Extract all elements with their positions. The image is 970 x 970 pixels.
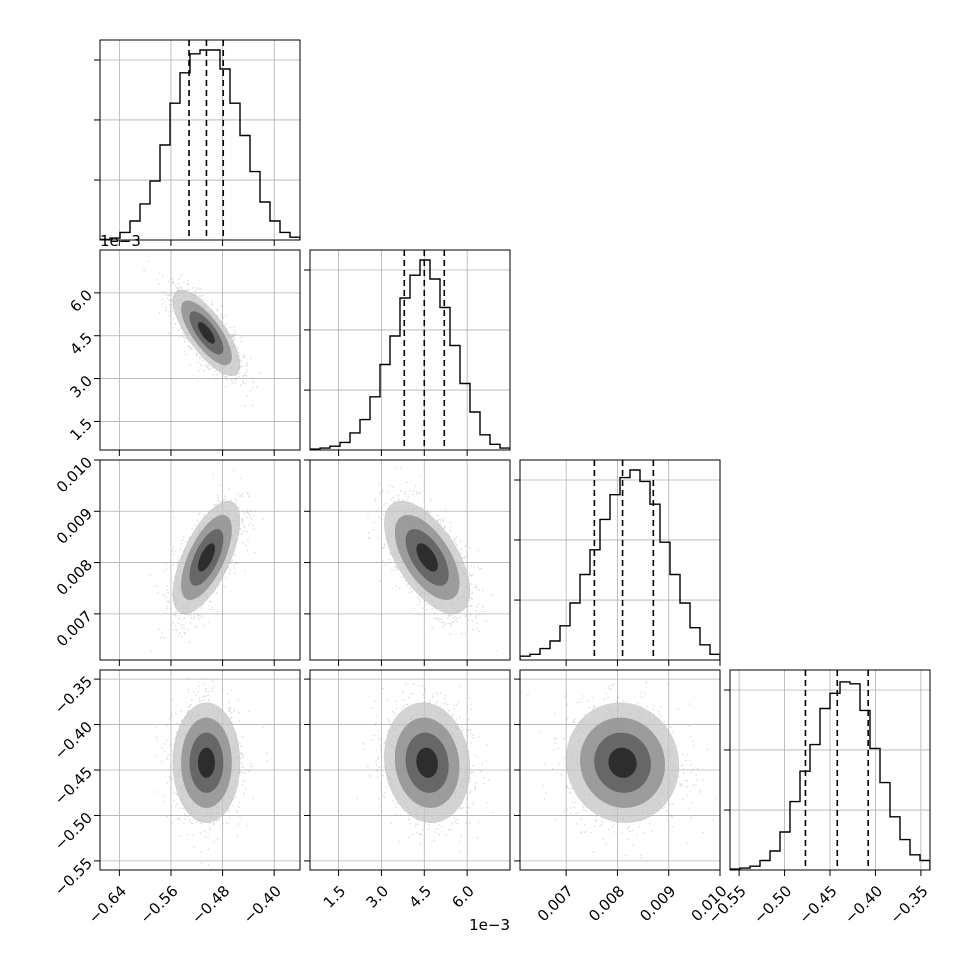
contour-line (162, 483, 251, 633)
x-tick-label: 0.007 (534, 882, 577, 925)
y-tick-label: 4.5 (66, 329, 96, 359)
y-tick-label: 0.007 (53, 607, 96, 650)
density-fill (416, 747, 438, 778)
y-tick-label: 6.0 (66, 286, 96, 316)
panel-frame (729, 669, 931, 871)
contour-line (382, 699, 473, 826)
x-tick-label: 4.5 (405, 882, 435, 912)
density-fill (198, 747, 215, 778)
density-fill (416, 543, 438, 572)
x-tick-label: −0.56 (136, 882, 181, 927)
contour-line (198, 748, 215, 778)
histogram-3 (730, 681, 930, 870)
contour-line (174, 291, 239, 374)
contour-line (190, 733, 224, 793)
contour-line (543, 678, 703, 848)
contour-line (173, 703, 240, 823)
contour-line (195, 539, 217, 576)
contour-line (563, 699, 683, 826)
x-tick-label: −0.40 (841, 882, 886, 927)
contour-line (185, 305, 228, 360)
histogram-1 (310, 259, 510, 450)
x-tick-label: 0.009 (636, 882, 679, 925)
y-offset-label: 1e−3 (100, 232, 141, 250)
panel-3-2: 0.007 0.008 0.009 0.010 (514, 669, 731, 925)
density-fill (198, 543, 215, 572)
contour-line (398, 520, 455, 596)
x-tick-label: −0.40 (240, 882, 285, 927)
panel-frame (309, 249, 511, 451)
contour-line (370, 482, 485, 633)
contour-line (603, 742, 643, 784)
panel-3-3: −0.55 −0.50 −0.45 −0.40 −0.35 (705, 669, 932, 927)
y-tick-label: −0.55 (51, 854, 96, 899)
y-tick-label: 0.010 (53, 453, 96, 496)
x-tick-label: 0.008 (585, 882, 628, 925)
contour-line (412, 742, 442, 784)
x-tick-label: −0.45 (796, 882, 841, 927)
y-tick-label: −0.40 (51, 718, 96, 763)
panel-frame (99, 669, 301, 871)
panel-1-0: 1.5 3.0 4.5 6.0 1e−3 (66, 232, 301, 456)
panel-frame (99, 39, 301, 241)
panel-3-1: 1.5 3.0 4.5 6.0 1e−3 (304, 669, 511, 934)
x-tick-label: 1.5 (320, 882, 350, 912)
contour-line (163, 278, 249, 388)
panel-2-0: 0.007 0.008 0.009 0.010 (53, 453, 301, 666)
y-tick-label: 0.009 (53, 505, 96, 548)
contour-line (367, 678, 488, 847)
density-fill (198, 322, 215, 344)
x-tick-label: 3.0 (363, 882, 393, 912)
y-tick-label: −0.45 (51, 763, 96, 808)
contour-line (173, 501, 240, 613)
panel-frame (309, 669, 511, 871)
x-offset-label: 1e−3 (469, 916, 510, 934)
x-tick-label: −0.48 (188, 882, 233, 927)
panel-frame (309, 459, 511, 661)
y-tick-label: 0.008 (53, 556, 96, 599)
y-tick-label: 3.0 (66, 372, 96, 402)
contour-line (397, 720, 458, 805)
x-tick-label: −0.35 (886, 882, 931, 927)
panel-frame (99, 459, 301, 661)
histogram-0 (100, 49, 300, 240)
contour-line (184, 520, 229, 595)
density-fill (608, 747, 637, 778)
x-tick-label: 6.0 (448, 882, 478, 912)
contour-line (583, 720, 663, 805)
y-tick-label: −0.50 (51, 809, 96, 854)
x-tick-label: −0.50 (750, 882, 795, 927)
panel-2-1 (304, 459, 511, 666)
panel-2-2 (514, 459, 721, 666)
panel-1-1 (304, 249, 511, 456)
x-tick-label: −0.64 (85, 882, 130, 927)
histogram-2 (520, 469, 720, 660)
panel-frame (519, 669, 721, 871)
y-tick-label: 1.5 (66, 415, 96, 445)
contour-line (413, 539, 442, 577)
contour-line (196, 319, 218, 347)
y-tick-label: −0.35 (51, 672, 96, 717)
panel-frame (99, 249, 301, 451)
panel-frame (519, 459, 721, 661)
panel-3-0: −0.55−0.50−0.45−0.40−0.35−0.64 −0.56 −0.48… (51, 669, 301, 927)
contour-line (384, 501, 470, 615)
panel-0-0 (94, 39, 301, 246)
contour-line (181, 718, 231, 808)
